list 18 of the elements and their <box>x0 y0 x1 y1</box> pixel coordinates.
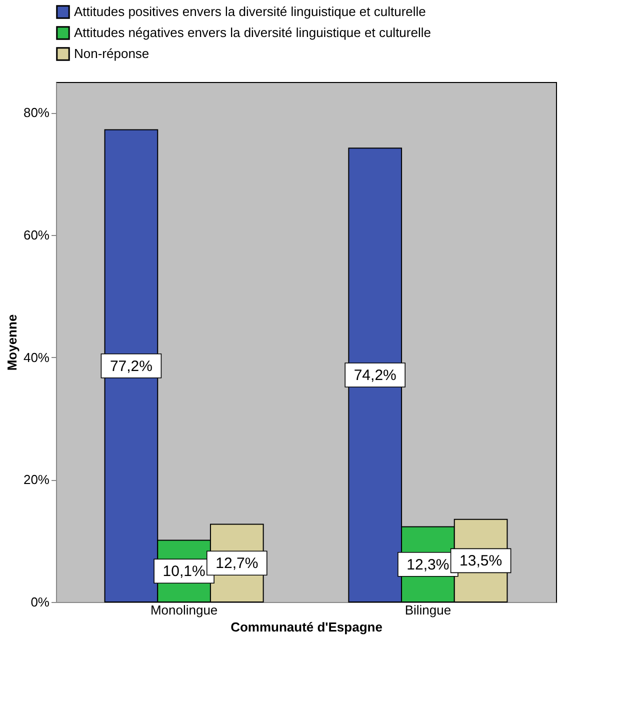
y-axis-title: Moyenne <box>4 314 20 371</box>
x-tick-label: Monolingue <box>150 602 218 618</box>
y-tick-label: 0% <box>30 594 50 610</box>
y-tick-label: 20% <box>23 472 50 488</box>
data-label: 13,5% <box>460 552 502 570</box>
data-label: 77,2% <box>110 358 152 375</box>
data-label: 74,2% <box>354 367 396 384</box>
legend-label: Non-réponse <box>74 46 150 61</box>
y-tick-label: 80% <box>23 105 50 120</box>
data-label: 10,1% <box>162 563 206 580</box>
legend-label: Attitudes positives envers la diversité linguistique et culturelle <box>74 4 426 19</box>
data-label: 12,7% <box>216 555 258 572</box>
x-tick-label: Bilingue <box>404 602 452 618</box>
x-axis-title: Communauté d'Espagne <box>230 620 382 634</box>
y-tick-label: 60% <box>23 227 50 242</box>
legend-label: Attitudes négatives envers la diversité linguistique et culturelle <box>74 25 431 40</box>
data-label: 12,3% <box>406 556 450 574</box>
y-tick-label: 40% <box>23 350 50 365</box>
